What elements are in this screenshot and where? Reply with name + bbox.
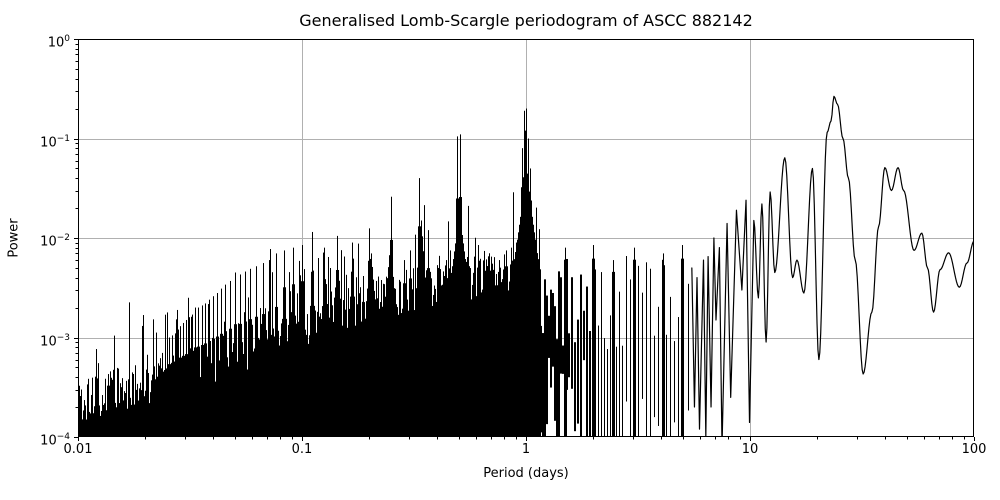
x-tick-label: 0.1	[291, 442, 313, 457]
y-tick-label: 10−1	[40, 133, 70, 150]
x-tick-label: 100	[961, 442, 987, 457]
x-tick-label: 10	[741, 442, 759, 457]
chart-title: Generalised Lomb-Scargle periodogram of …	[299, 11, 753, 30]
y-tick-label: 10−4	[40, 432, 70, 449]
x-axis-label: Period (days)	[483, 466, 569, 481]
x-tick-label: 0.01	[63, 442, 93, 457]
y-tick-label: 10−2	[40, 233, 70, 250]
y-tick-label: 10−3	[40, 332, 70, 349]
y-tick-label: 100	[47, 34, 70, 51]
x-tick-label: 1	[521, 442, 531, 457]
